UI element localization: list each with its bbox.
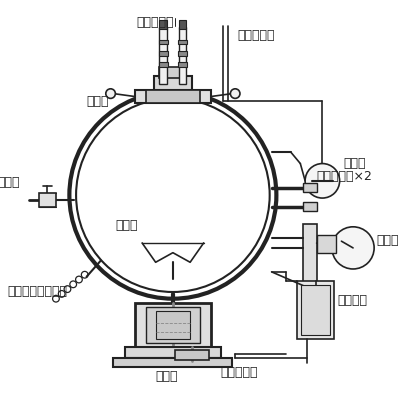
Bar [160,28,167,84]
Text: 分散板: 分散板 [115,219,138,232]
Text: ジャケット冷却水: ジャケット冷却水 [7,284,67,298]
Bar [160,67,186,78]
Text: 加圧用空気: 加圧用空気 [221,366,258,379]
Bar [158,51,168,56]
Bar [317,235,336,253]
Bar [39,193,56,207]
Bar [178,62,187,67]
Circle shape [230,89,240,99]
Text: 着火用電極: 着火用電極 [136,16,174,29]
Text: 粉体容器: 粉体容器 [338,294,368,307]
Bar [134,304,211,347]
Bar [158,62,168,67]
Bar [303,224,317,329]
Circle shape [305,164,340,198]
Bar [146,90,200,103]
Bar [298,281,334,339]
Text: 排出弁: 排出弁 [0,176,20,189]
Bar [134,90,211,103]
Bar [303,183,317,192]
Bar [179,28,186,84]
Text: 真空計: 真空計 [344,157,366,170]
Bar [125,347,221,358]
Bar [114,358,232,367]
Text: 圧力計: 圧力計 [376,234,398,247]
Bar [154,76,192,90]
Circle shape [106,89,115,99]
Text: 上ふた: 上ふた [87,95,109,108]
Bar [146,307,200,343]
Text: 真空ポンプ: 真空ポンプ [237,29,274,41]
Bar [156,311,190,339]
Text: 圧力検出子×2: 圧力検出子×2 [317,170,372,182]
Bar [178,40,187,44]
Circle shape [332,227,374,269]
Bar [175,350,209,360]
Bar [160,20,167,30]
Bar [301,285,330,335]
Bar [158,40,168,44]
Bar [179,20,186,30]
Bar [303,202,317,211]
Bar [178,51,187,56]
Text: 電磁弁: 電磁弁 [156,369,178,383]
